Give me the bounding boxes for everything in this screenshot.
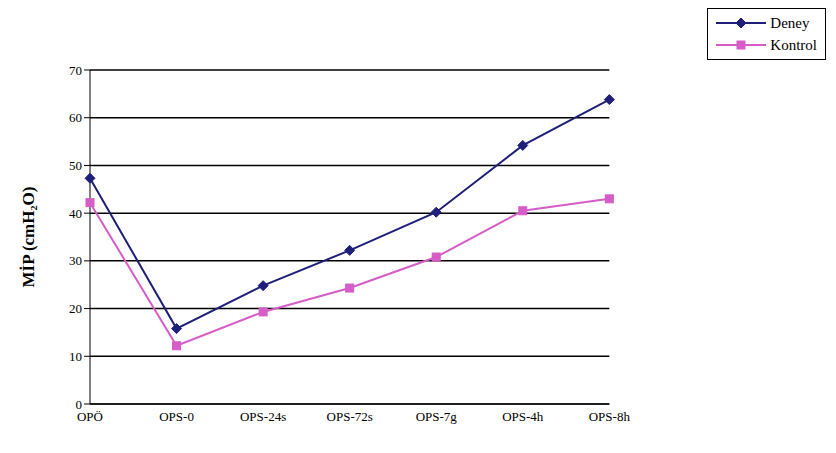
svg-text:60: 60 — [69, 110, 82, 125]
svg-text:OPS-8h: OPS-8h — [589, 409, 631, 424]
svg-text:OPS-7g: OPS-7g — [416, 409, 458, 424]
svg-text:OPS-72s: OPS-72s — [327, 409, 373, 424]
svg-text:70: 70 — [69, 63, 82, 78]
html-text:Deney: Deney — [770, 14, 810, 31]
svg-text:OPS-0: OPS-0 — [159, 409, 194, 424]
svg-text:OPS-4h: OPS-4h — [502, 409, 544, 424]
svg-text:10: 10 — [69, 349, 82, 364]
svg-text:MİP (cmH₂O): MİP (cmH₂O) — [19, 187, 38, 288]
svg-text:0: 0 — [76, 397, 83, 412]
svg-text:20: 20 — [69, 301, 82, 316]
html-text:Kontrol: Kontrol — [770, 36, 817, 53]
svg-text:40: 40 — [69, 206, 82, 221]
svg-text:50: 50 — [69, 158, 82, 173]
svg-text:OPS-24s: OPS-24s — [240, 409, 286, 424]
svg-text:30: 30 — [69, 253, 82, 268]
svg-text:OPÖ: OPÖ — [77, 409, 103, 425]
